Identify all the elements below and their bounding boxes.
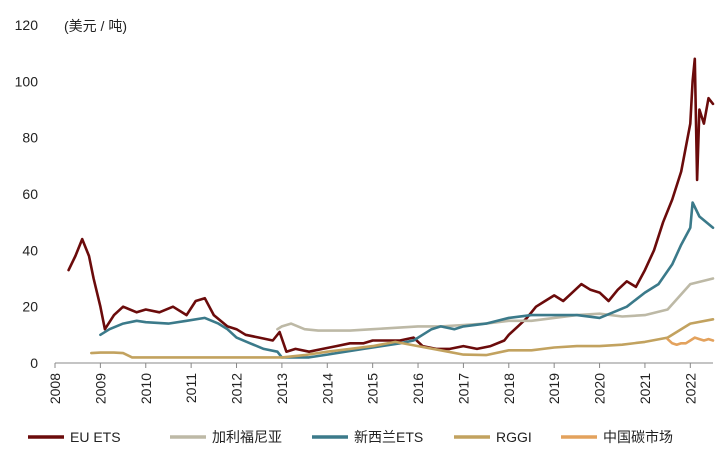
y-tick-label: 40	[22, 242, 38, 258]
x-tick-label: 2009	[92, 373, 108, 404]
series-line-4	[666, 336, 715, 347]
axes: 0 20 40 60 80 100 120 2008 2009 2010 2011 2012 2013 2…	[15, 17, 713, 404]
x-tick-label: 2021	[637, 373, 653, 404]
x-tick-label: 2022	[682, 373, 698, 404]
y-unit-label: (美元 / 吨)	[64, 18, 127, 34]
x-tick-label: 2020	[592, 373, 608, 404]
legend-item: RGGI	[454, 429, 532, 445]
legend-label: 新西兰ETS	[354, 429, 423, 445]
x-tick-label: 2012	[229, 373, 245, 404]
legend-label: RGGI	[496, 429, 532, 445]
x-tick-label: 2010	[138, 373, 154, 404]
legend-item: 中国碳市场	[561, 429, 673, 445]
y-tick-label: 100	[15, 73, 39, 89]
series-line-3	[90, 317, 715, 359]
x-tick-label: 2014	[319, 373, 335, 404]
y-tick-label: 80	[22, 130, 38, 146]
x-tick-label: 2016	[410, 373, 426, 404]
legend-item: 加利福尼亚	[170, 429, 282, 445]
legend: EU ETS 加利福尼亚 新西兰ETS RGGI 中国碳市场	[28, 429, 673, 445]
y-tick-label: 20	[22, 299, 38, 315]
x-tick-label: 2011	[183, 373, 199, 403]
legend-label: EU ETS	[70, 429, 121, 445]
y-tick-label: 60	[22, 186, 38, 202]
x-tick-label: 2015	[365, 373, 381, 404]
series-line-2	[99, 201, 715, 359]
x-tick-label: 2013	[274, 373, 290, 404]
legend-label: 中国碳市场	[603, 429, 673, 445]
legend-item: EU ETS	[28, 429, 121, 445]
plot-area	[67, 57, 715, 359]
y-tick-label: 120	[15, 17, 39, 33]
legend-item: 新西兰ETS	[312, 429, 423, 445]
x-tick-label: 2008	[47, 373, 63, 404]
x-tick-label: 2018	[501, 373, 517, 404]
series-line-0	[67, 57, 715, 354]
series-line-1	[276, 277, 715, 332]
legend-label: 加利福尼亚	[212, 429, 282, 445]
y-tick-label: 0	[30, 355, 38, 371]
x-tick-label: 2019	[546, 373, 562, 404]
x-tick-label: 2017	[455, 373, 471, 404]
